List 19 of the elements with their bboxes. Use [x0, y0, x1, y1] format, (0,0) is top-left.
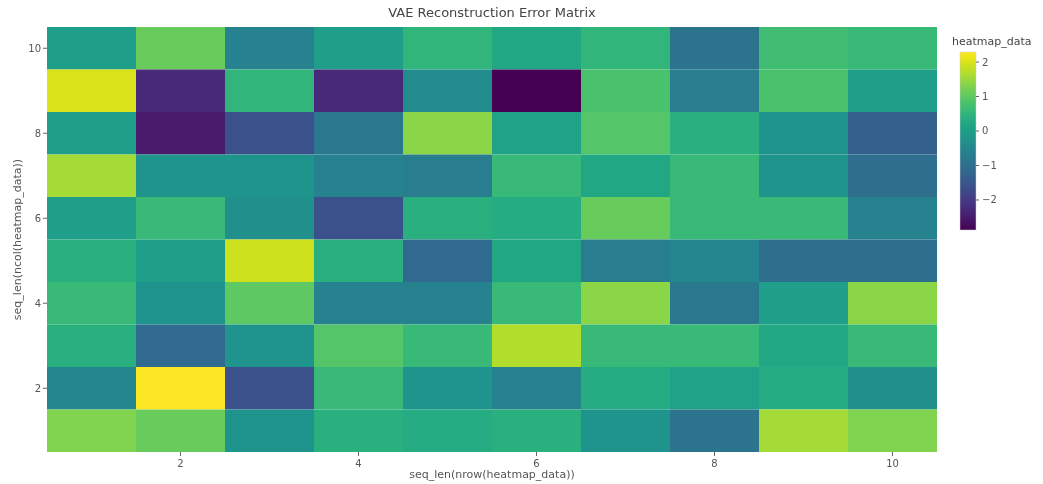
- x-tick-label: 2: [177, 458, 184, 469]
- color-bar-label: 1: [982, 91, 989, 102]
- color-bar-label: 2: [982, 56, 989, 68]
- color-bar-label: −1: [982, 159, 997, 171]
- x-tick-label: 4: [355, 458, 362, 469]
- chart-title: VAE Reconstruction Error Matrix: [388, 5, 597, 20]
- color-bar-label: 0: [982, 125, 989, 137]
- x-tick-label: 8: [711, 458, 718, 469]
- y-tick-label: 6: [34, 212, 41, 224]
- x-tick-label: 6: [533, 458, 540, 469]
- y-tick-label: 8: [34, 127, 41, 139]
- x-axis-title: seq_len(nrow(heatmap_data)): [409, 468, 575, 481]
- x-tick-label: 10: [886, 458, 899, 469]
- y-tick-label: 10: [28, 42, 41, 54]
- y-tick-label: 2: [34, 382, 41, 394]
- y-axis-title: seq_len(ncol(heatmap_data)): [11, 158, 24, 321]
- color-bar-title: heatmap_data: [952, 35, 1032, 48]
- y-tick-label: 4: [34, 297, 41, 309]
- color-bar-label: −2: [982, 194, 997, 206]
